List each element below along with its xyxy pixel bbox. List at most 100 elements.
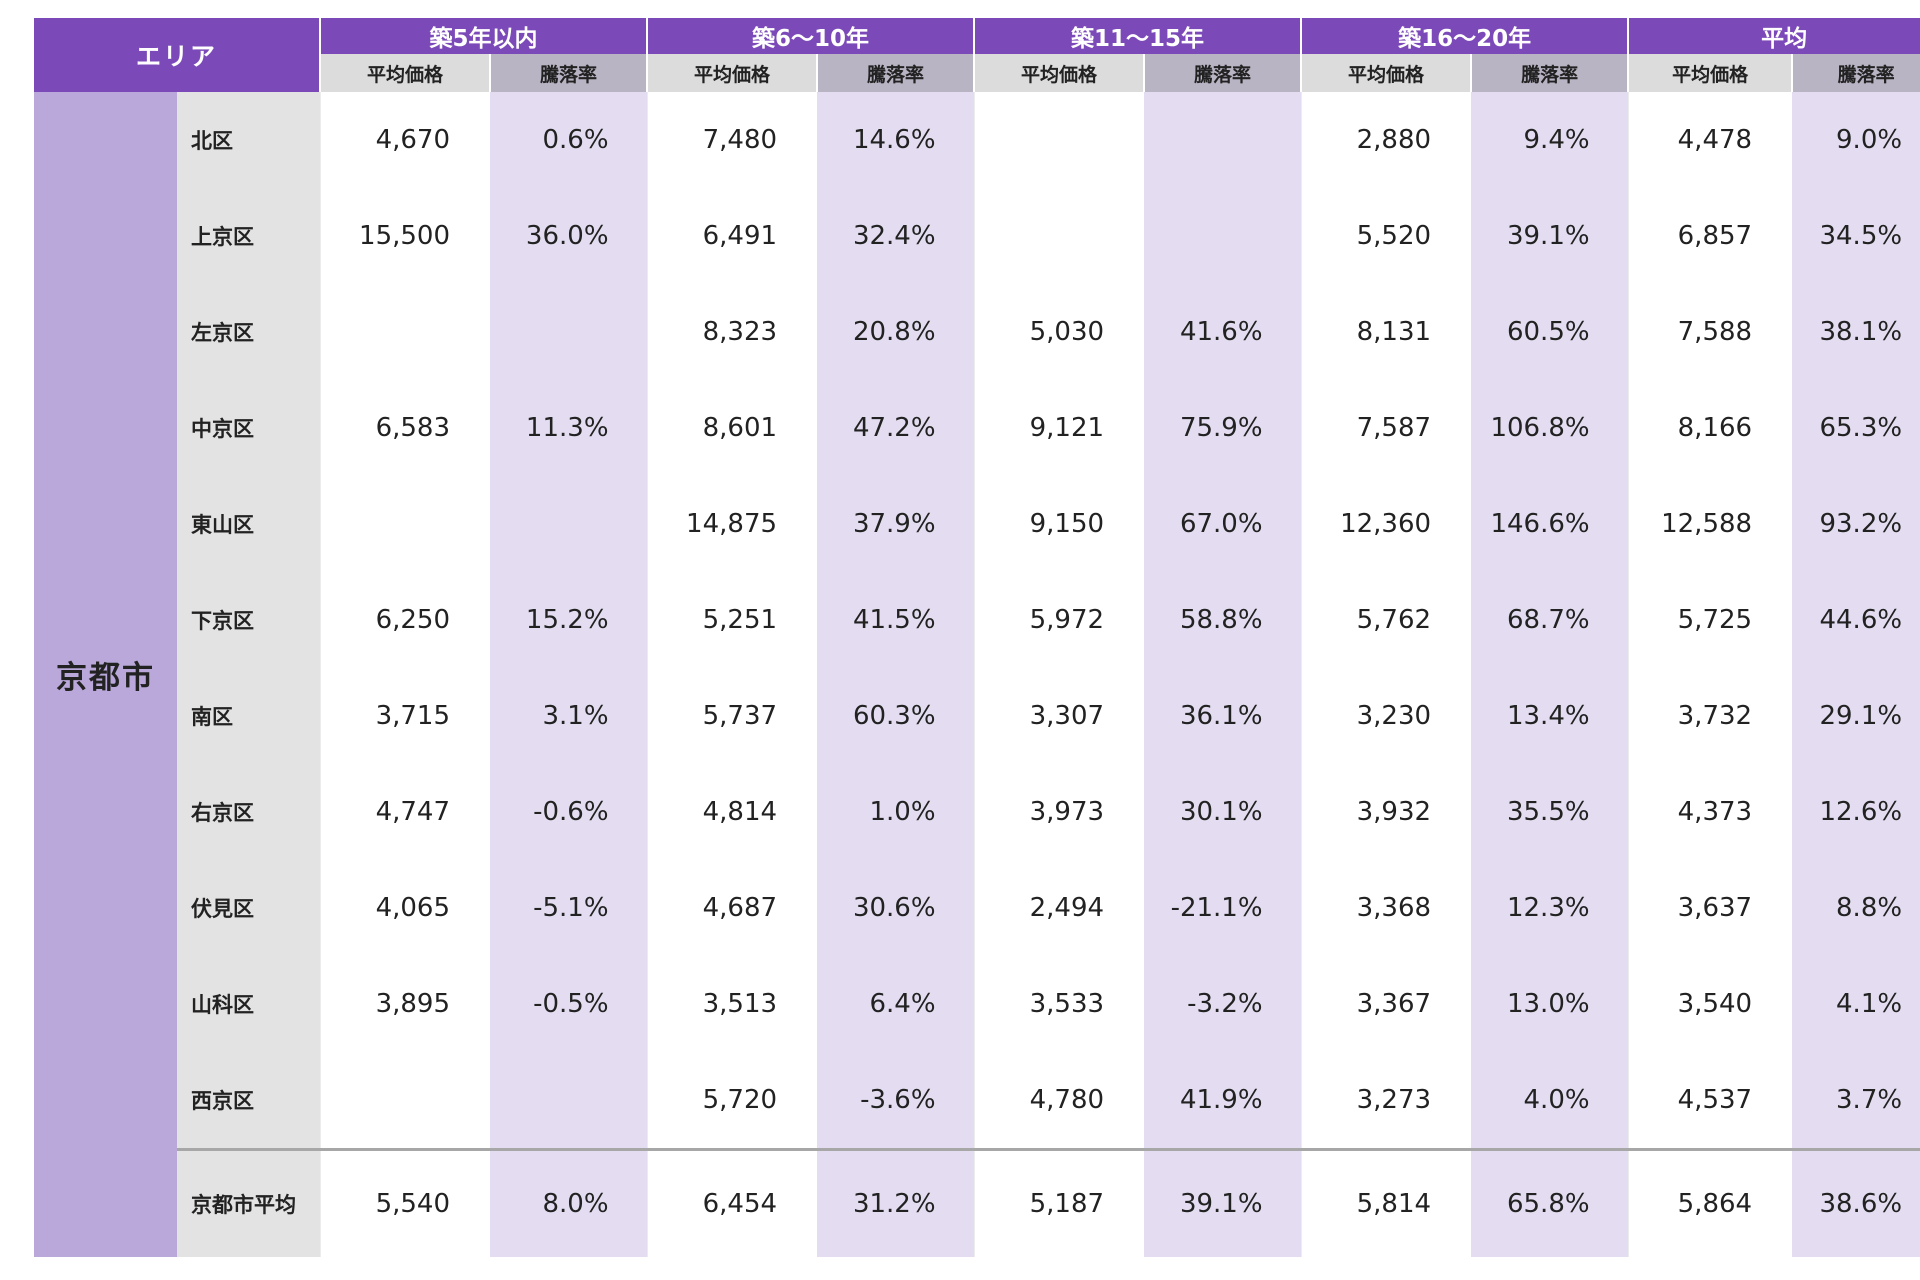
district-name: 伏見区 [177, 860, 321, 956]
rate-cell: -3.6% [817, 1052, 975, 1150]
table-row-average: 京都市平均 5,540 8.0% 6,454 31.2% 5,187 39.1% 5,814 6… [34, 1148, 1920, 1257]
table-row: 中京区 6,583 11.3% 8,601 47.2% 9,121 75.9% 7,587 10… [34, 380, 1920, 476]
rate-cell: 31.2% [817, 1148, 975, 1257]
price-cell: 3,973 [973, 764, 1145, 860]
district-name: 京都市平均 [177, 1148, 321, 1257]
table-row: 南区 3,715 3.1% 5,737 60.3% 3,307 36.1% 3,230 13.4… [34, 668, 1920, 764]
price-cell: 5,251 [646, 572, 818, 668]
price-cell: 3,230 [1300, 668, 1472, 764]
price-cell: 3,895 [319, 956, 491, 1052]
rate-cell: 38.1% [1792, 284, 1920, 380]
header-rate: 騰落率 [817, 54, 976, 92]
table-row: 左京区 8,323 20.8% 5,030 41.6% 8,131 60.5% 7,588 38… [34, 284, 1920, 380]
rate-cell: 13.0% [1471, 956, 1629, 1052]
rate-cell: 35.5% [1471, 764, 1629, 860]
price-cell: 5,737 [646, 668, 818, 764]
price-cell: 4,780 [973, 1052, 1145, 1150]
price-cell: 3,932 [1300, 764, 1472, 860]
rate-cell [490, 1052, 648, 1150]
rate-cell: 3.1% [490, 668, 648, 764]
district-name: 中京区 [177, 380, 321, 476]
price-cell: 9,150 [973, 476, 1145, 572]
rate-cell: 65.3% [1792, 380, 1920, 476]
price-cell: 4,065 [319, 860, 491, 956]
rate-cell: 41.9% [1144, 1052, 1302, 1150]
price-cell: 3,368 [1300, 860, 1472, 956]
header-row-groups: エリア 築5年以内 築6〜10年 築11〜15年 築16〜20年 平均 [34, 18, 1920, 92]
price-cell: 3,307 [973, 668, 1145, 764]
rate-cell: 65.8% [1471, 1148, 1629, 1257]
price-cell [973, 188, 1145, 284]
rate-cell: 34.5% [1792, 188, 1920, 284]
header-rate: 騰落率 [1471, 54, 1630, 92]
rate-cell: 3.7% [1792, 1052, 1920, 1150]
price-cell: 4,814 [646, 764, 818, 860]
price-cell [319, 1052, 491, 1150]
price-cell: 6,857 [1627, 188, 1793, 284]
header-price: 平均価格 [974, 54, 1146, 92]
district-name: 左京区 [177, 284, 321, 380]
price-cell: 3,715 [319, 668, 491, 764]
table-row: 西京区 5,720 -3.6% 4,780 41.9% 3,273 4.0% 4,537 3.7… [34, 1052, 1920, 1150]
table-row: 京都市 北区 4,670 0.6% 7,480 14.6% 2,880 9.4% 4,478 9.… [34, 92, 1920, 1257]
rate-cell: -5.1% [490, 860, 648, 956]
rate-cell: 12.3% [1471, 860, 1629, 956]
district-name: 上京区 [177, 188, 321, 284]
district-name: 右京区 [177, 764, 321, 860]
price-cell: 3,533 [973, 956, 1145, 1052]
rate-cell [1144, 92, 1302, 188]
header-group-0-5: 築5年以内 [320, 18, 649, 55]
rate-cell: 15.2% [490, 572, 648, 668]
price-cell: 6,250 [319, 572, 491, 668]
price-cell: 3,732 [1627, 668, 1793, 764]
header-group-16-20: 築16〜20年 [1301, 18, 1630, 55]
rate-cell: 58.8% [1144, 572, 1302, 668]
table-body: 京都市 北区 4,670 0.6% 7,480 14.6% 2,880 9.4% 4,478 9.… [34, 92, 1920, 1257]
header-group-11-15: 築11〜15年 [974, 18, 1303, 55]
header-area: エリア [34, 18, 322, 92]
header-rate: 騰落率 [1792, 54, 1920, 92]
rate-cell: 0.6% [490, 92, 648, 188]
price-cell: 5,725 [1627, 572, 1793, 668]
price-cell: 7,480 [646, 92, 818, 188]
rate-cell: -21.1% [1144, 860, 1302, 956]
rate-cell: 41.6% [1144, 284, 1302, 380]
table-row: 下京区 6,250 15.2% 5,251 41.5% 5,972 58.8% 5,762 68… [34, 572, 1920, 668]
price-cell: 4,373 [1627, 764, 1793, 860]
price-cell: 4,670 [319, 92, 491, 188]
price-cell: 6,491 [646, 188, 818, 284]
district-name: 西京区 [177, 1052, 321, 1150]
price-cell [973, 92, 1145, 188]
rate-cell [490, 476, 648, 572]
price-cell: 5,720 [646, 1052, 818, 1150]
price-cell: 5,187 [973, 1148, 1145, 1257]
header-price: 平均価格 [647, 54, 819, 92]
rate-cell [1144, 188, 1302, 284]
price-cell: 4,747 [319, 764, 491, 860]
rate-cell: 67.0% [1144, 476, 1302, 572]
rate-cell: 12.6% [1792, 764, 1920, 860]
header-group-average: 平均 [1628, 18, 1920, 55]
price-table: エリア 築5年以内 築6〜10年 築11〜15年 築16〜20年 平均 平均価格… [34, 18, 1920, 1257]
price-cell: 12,360 [1300, 476, 1472, 572]
price-cell: 7,588 [1627, 284, 1793, 380]
rate-cell: 4.1% [1792, 956, 1920, 1052]
rate-cell: 1.0% [817, 764, 975, 860]
price-cell: 3,637 [1627, 860, 1793, 956]
rate-cell: 47.2% [817, 380, 975, 476]
price-cell: 5,814 [1300, 1148, 1472, 1257]
price-cell: 8,166 [1627, 380, 1793, 476]
rate-cell: 93.2% [1792, 476, 1920, 572]
price-cell: 3,273 [1300, 1052, 1472, 1150]
rate-cell: 9.4% [1471, 92, 1629, 188]
rate-cell: 14.6% [817, 92, 975, 188]
price-cell: 15,500 [319, 188, 491, 284]
rate-cell: 68.7% [1471, 572, 1629, 668]
header-rate: 騰落率 [1144, 54, 1303, 92]
table-row: 伏見区 4,065 -5.1% 4,687 30.6% 2,494 -21.1% 3,368 1… [34, 860, 1920, 956]
district-name: 山科区 [177, 956, 321, 1052]
rate-cell: 6.4% [817, 956, 975, 1052]
rate-cell: 11.3% [490, 380, 648, 476]
price-cell: 7,587 [1300, 380, 1472, 476]
header-group-6-10: 築6〜10年 [647, 18, 976, 55]
